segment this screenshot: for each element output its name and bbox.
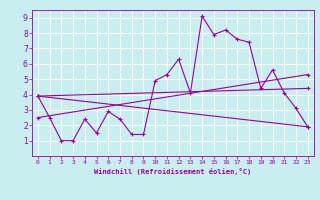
- X-axis label: Windchill (Refroidissement éolien,°C): Windchill (Refroidissement éolien,°C): [94, 168, 252, 175]
